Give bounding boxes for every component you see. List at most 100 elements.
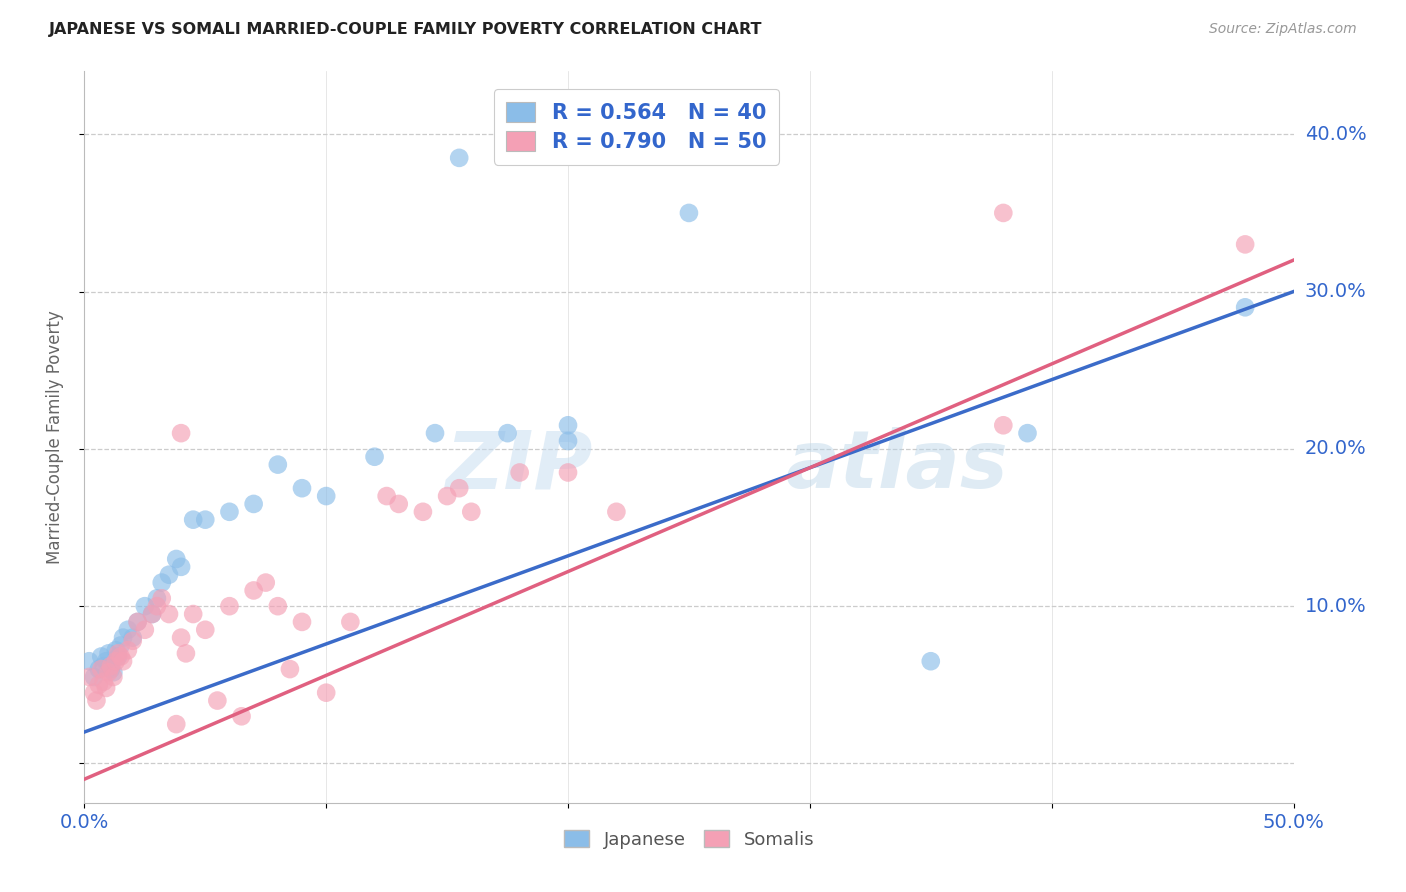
Point: [100, 662, 122, 676]
Y-axis label: Married-Couple Family Poverty: Married-Couple Family Poverty: [45, 310, 63, 564]
Point: [87, 662, 110, 676]
Point: [557, 466, 579, 480]
Point: [103, 665, 125, 680]
Point: [87, 678, 110, 692]
Point: [104, 643, 127, 657]
Point: [83, 670, 105, 684]
Point: [1234, 237, 1257, 252]
Point: [127, 615, 149, 629]
Point: [181, 513, 204, 527]
Point: [174, 646, 197, 660]
Point: [194, 623, 217, 637]
Point: [181, 607, 204, 621]
Point: [107, 649, 129, 664]
Text: 40.0%: 40.0%: [1305, 125, 1367, 144]
Point: [339, 615, 361, 629]
Point: [110, 649, 132, 664]
Point: [170, 426, 193, 441]
Point: [218, 505, 240, 519]
Point: [278, 662, 301, 676]
Point: [117, 623, 139, 637]
Point: [363, 450, 385, 464]
Point: [93, 674, 115, 689]
Point: [291, 481, 314, 495]
Point: [496, 426, 519, 441]
Point: [194, 513, 217, 527]
Point: [291, 615, 314, 629]
Point: [134, 599, 156, 614]
Point: [170, 631, 193, 645]
Point: [460, 505, 482, 519]
Point: [146, 599, 169, 614]
Point: [141, 607, 163, 621]
Point: [97, 665, 120, 680]
Point: [90, 649, 112, 664]
Point: [412, 505, 434, 519]
Point: [110, 639, 132, 653]
Point: [121, 633, 143, 648]
Point: [1017, 426, 1039, 441]
Point: [170, 559, 193, 574]
Point: [107, 646, 129, 660]
Point: [165, 552, 187, 566]
Point: [150, 591, 173, 606]
Point: [93, 659, 115, 673]
Point: [1234, 301, 1257, 315]
Point: [242, 497, 264, 511]
Point: [315, 686, 337, 700]
Point: [165, 717, 187, 731]
Point: [94, 681, 117, 695]
Point: [77, 654, 100, 668]
Text: 30.0%: 30.0%: [1305, 282, 1367, 301]
Point: [267, 458, 290, 472]
Point: [218, 599, 240, 614]
Point: [388, 497, 411, 511]
Text: 20.0%: 20.0%: [1305, 440, 1367, 458]
Text: JAPANESE VS SOMALI MARRIED-COUPLE FAMILY POVERTY CORRELATION CHART: JAPANESE VS SOMALI MARRIED-COUPLE FAMILY…: [49, 22, 762, 37]
Point: [375, 489, 398, 503]
Text: atlas: atlas: [786, 427, 1008, 506]
Point: [150, 575, 173, 590]
Point: [267, 599, 290, 614]
Text: ZIP: ZIP: [444, 427, 592, 506]
Point: [436, 489, 458, 503]
Point: [112, 631, 135, 645]
Text: Source: ZipAtlas.com: Source: ZipAtlas.com: [1209, 22, 1357, 37]
Point: [83, 686, 105, 700]
Point: [920, 654, 942, 668]
Point: [423, 426, 446, 441]
Point: [97, 646, 120, 660]
Point: [117, 643, 139, 657]
Point: [449, 151, 471, 165]
Point: [557, 434, 579, 448]
Point: [146, 591, 169, 606]
Point: [207, 693, 229, 707]
Point: [231, 709, 253, 723]
Point: [605, 505, 627, 519]
Point: [90, 662, 112, 676]
Point: [993, 206, 1015, 220]
Point: [678, 206, 700, 220]
Point: [557, 418, 579, 433]
Point: [127, 615, 149, 629]
Point: [94, 654, 117, 668]
Point: [242, 583, 264, 598]
Point: [315, 489, 337, 503]
Point: [449, 481, 471, 495]
Point: [993, 418, 1015, 433]
Point: [121, 631, 143, 645]
Point: [112, 654, 135, 668]
Point: [104, 654, 127, 668]
Point: [103, 670, 125, 684]
Point: [157, 607, 180, 621]
Legend: Japanese, Somalis: Japanese, Somalis: [557, 822, 821, 856]
Point: [100, 659, 122, 673]
Point: [86, 693, 108, 707]
Point: [134, 623, 156, 637]
Point: [77, 670, 100, 684]
Point: [157, 567, 180, 582]
Text: 10.0%: 10.0%: [1305, 597, 1367, 615]
Point: [141, 607, 163, 621]
Point: [254, 575, 277, 590]
Point: [509, 466, 531, 480]
